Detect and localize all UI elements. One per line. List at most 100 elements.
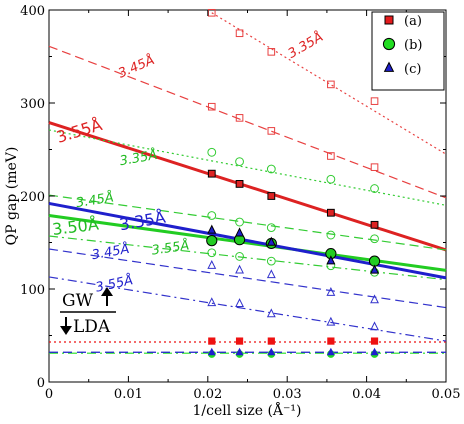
line-annotation: 3.55Å <box>151 237 191 258</box>
lda-triangle <box>207 347 216 356</box>
line-annotation: 3.45Å <box>116 52 157 82</box>
axes: 0 0.01 0.02 0.03 0.04 0.05 0 100 200 300 400 <box>20 4 460 402</box>
data-markers <box>206 8 381 358</box>
lda-point-a <box>267 337 275 345</box>
lda-point-a <box>327 337 335 345</box>
data-point-c <box>370 321 379 331</box>
lda-square <box>267 337 275 345</box>
fit-line-b <box>48 194 447 251</box>
data-point-b <box>207 211 217 220</box>
data-point-c <box>207 297 217 307</box>
line-annotation: 3.45Å <box>91 241 131 263</box>
legend-box <box>371 11 445 91</box>
arrow-up-icon <box>101 287 113 306</box>
data-point-a <box>207 102 216 111</box>
data-point-b <box>370 184 379 193</box>
lda-square <box>235 337 244 345</box>
x-tick-label: 0.03 <box>273 387 302 402</box>
data-point-c <box>266 236 276 246</box>
data-point-c <box>370 294 379 304</box>
data-point-c <box>235 227 245 237</box>
data-point-c <box>326 316 336 326</box>
legend-label: (a) <box>404 14 422 29</box>
lda-square <box>327 337 335 345</box>
lda-triangle <box>235 347 244 356</box>
data-point-a <box>370 163 379 171</box>
line-annotation: 3.55Å <box>94 272 134 296</box>
data-point-b <box>206 235 218 247</box>
lda-point-a <box>235 337 244 345</box>
lda-point-c <box>235 347 244 356</box>
line-annotation: 3.45Å <box>75 189 115 211</box>
data-point-a <box>327 152 335 160</box>
fit-line-a <box>211 12 447 155</box>
fit-line-a <box>48 45 447 199</box>
legend: (a) (b) (c) <box>371 11 445 91</box>
data-point-c <box>326 255 336 265</box>
fit-line-c <box>48 248 447 309</box>
data-point-a <box>267 48 276 56</box>
data-point-c <box>326 286 336 296</box>
fit-line-b <box>48 129 447 206</box>
lda-point-c <box>370 347 379 356</box>
y-tick-label: 300 <box>20 97 45 112</box>
lda-triangle <box>370 347 379 356</box>
data-point-a <box>370 97 379 105</box>
data-point-c <box>207 224 217 234</box>
data-point-b <box>266 223 276 233</box>
lda-point-c <box>207 347 216 356</box>
legend-marker <box>384 15 394 25</box>
y-tick-label: 0 <box>37 376 45 391</box>
x-axis-label: 1/cell size (Å⁻¹) <box>193 401 302 419</box>
x-tick-label: 0.05 <box>432 387 461 402</box>
line-annotation: 3.35Å <box>118 147 158 169</box>
data-point-c <box>207 260 217 269</box>
x-tick-label: 0 <box>45 387 53 402</box>
data-point-c <box>235 264 244 274</box>
data-point-a <box>370 220 379 229</box>
y-tick-label: 200 <box>20 190 45 205</box>
data-point-b <box>235 217 244 227</box>
lda-square <box>370 337 379 345</box>
data-point-c <box>235 298 244 308</box>
data-point-b <box>207 147 217 157</box>
lda-point-a <box>370 337 379 345</box>
lda-triangle <box>326 347 335 356</box>
data-point-a <box>327 80 335 89</box>
x-tick-label: 0.04 <box>352 387 381 402</box>
data-point-b <box>326 230 336 240</box>
legend-marker <box>382 37 396 51</box>
gw-lda-box: GW LDA <box>60 287 116 337</box>
data-point-a <box>235 180 244 188</box>
data-point-a <box>267 127 276 135</box>
lda-square <box>208 337 216 345</box>
y-tick-label: 100 <box>20 283 45 298</box>
fit-line-a <box>48 121 447 252</box>
data-point-b <box>207 248 217 258</box>
y-axis-label: QP gap (meV) <box>4 147 20 246</box>
lda-label: LDA <box>73 317 111 337</box>
legend-label: (c) <box>404 62 421 77</box>
line-annotation: 3.35Å <box>285 29 326 62</box>
legend-label: (b) <box>404 38 422 53</box>
lda-triangle <box>267 347 276 356</box>
data-point-a <box>235 29 244 38</box>
data-point-a <box>235 114 244 122</box>
lda-point-c <box>326 347 335 356</box>
data-point-a <box>207 8 216 17</box>
line-annotation: 3.55Å <box>54 115 104 147</box>
data-point-c <box>266 269 276 279</box>
gw-label: GW <box>62 291 94 311</box>
data-point-a <box>267 192 276 200</box>
data-point-b <box>266 164 276 174</box>
lda-point-c <box>267 347 276 356</box>
y-tick-label: 400 <box>20 4 45 19</box>
x-tick-label: 0.02 <box>193 387 222 402</box>
data-point-c <box>266 308 276 318</box>
data-point-a <box>207 169 216 178</box>
arrow-down-icon <box>60 317 72 335</box>
legend-marker <box>383 61 395 72</box>
x-tick-label: 0.01 <box>114 387 143 402</box>
